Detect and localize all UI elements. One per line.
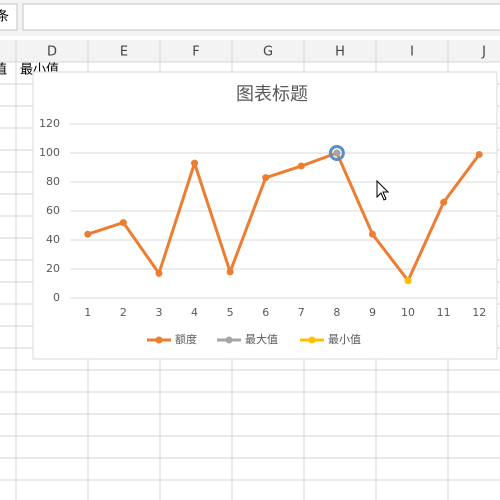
chart-area[interactable] <box>32 71 498 360</box>
formula-bar[interactable] <box>22 3 500 31</box>
y-tick-label: 40 <box>46 233 60 246</box>
data-point <box>440 198 448 206</box>
y-tick-label: 20 <box>46 262 60 275</box>
legend-label: 最大值 <box>245 332 278 346</box>
data-point <box>404 277 412 285</box>
x-tick-label: 7 <box>298 306 305 319</box>
column-header: D <box>47 45 57 60</box>
legend-marker <box>308 336 316 344</box>
data-point <box>226 268 234 276</box>
y-tick-label: 80 <box>46 175 60 188</box>
cell-text: 值 <box>0 62 7 78</box>
name-box[interactable] <box>0 3 18 31</box>
y-tick-label: 100 <box>39 146 60 159</box>
x-tick-label: 6 <box>262 306 269 319</box>
legend-label: 额度 <box>175 332 197 346</box>
x-tick-label: 3 <box>155 306 162 319</box>
data-point <box>475 150 483 158</box>
data-point <box>191 159 199 167</box>
y-tick-label: 60 <box>46 204 60 217</box>
column-header-row <box>0 40 500 62</box>
legend-marker <box>155 336 163 344</box>
x-tick-label: 10 <box>401 306 415 319</box>
x-tick-label: 2 <box>120 306 127 319</box>
data-point <box>368 230 376 238</box>
selection-ring <box>328 145 345 161</box>
column-header: J <box>481 45 486 60</box>
x-tick-label: 4 <box>191 306 198 319</box>
x-tick-label: 9 <box>369 306 376 319</box>
series-line <box>87 151 481 283</box>
x-tick-label: 11 <box>437 306 451 319</box>
data-point <box>333 149 341 157</box>
column-header: I <box>410 45 414 60</box>
column-header: G <box>263 45 273 60</box>
column-header: H <box>335 45 345 60</box>
x-tick-label: 12 <box>472 306 486 319</box>
data-point <box>262 174 270 182</box>
column-header: E <box>120 45 128 60</box>
column-header: F <box>192 45 199 60</box>
x-tick-label: 8 <box>333 306 340 319</box>
x-tick-label: 1 <box>84 306 91 319</box>
data-point <box>119 219 127 227</box>
data-point <box>84 230 92 238</box>
name-box-text: 条 <box>0 9 9 25</box>
legend-marker <box>225 336 233 344</box>
column-headers: D E F G H I J <box>47 45 486 60</box>
y-tick-label: 120 <box>39 117 60 130</box>
x-tick-label: 5 <box>227 306 234 319</box>
chart-title: 图表标题 <box>236 84 308 105</box>
data-point <box>155 269 163 277</box>
mouse-cursor <box>376 179 390 201</box>
legend-label: 最小值 <box>328 333 361 346</box>
y-tick-label: 0 <box>53 291 60 304</box>
data-point <box>297 162 305 170</box>
